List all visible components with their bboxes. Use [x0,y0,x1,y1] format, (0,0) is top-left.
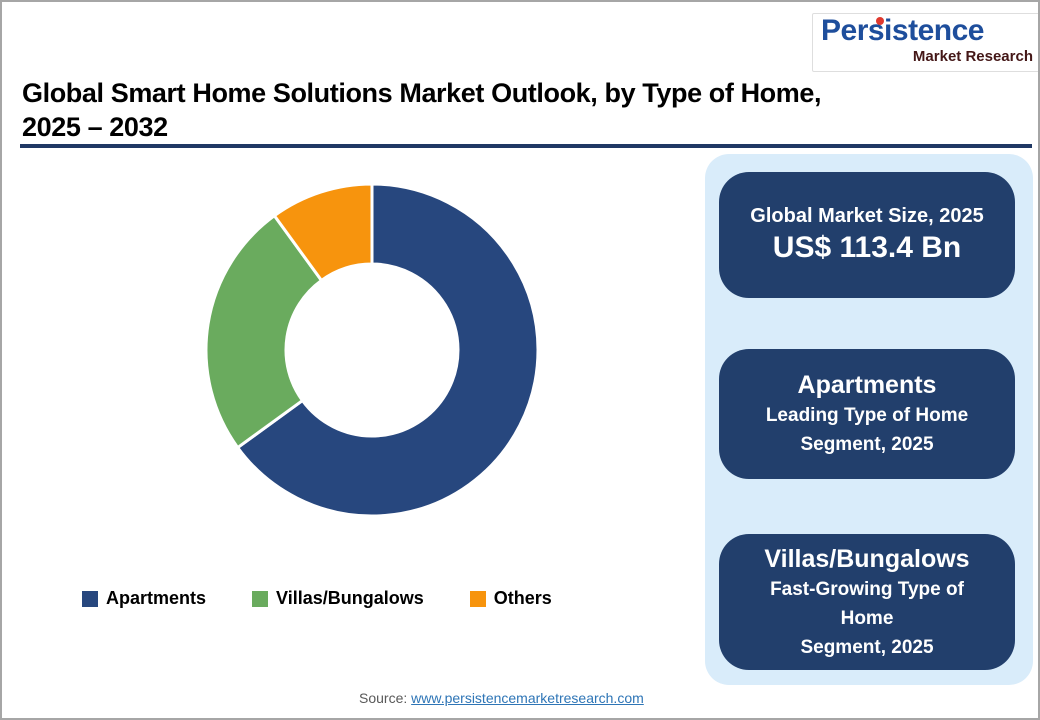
logo-red-dot-icon [876,17,884,25]
info-card-leading-segment: Apartments Leading Type of Home Segment,… [719,349,1015,479]
info-card-fast-growing-segment: Villas/Bungalows Fast-Growing Type of Ho… [719,534,1015,670]
legend-label: Villas/Bungalows [276,588,424,608]
card-subtitle: Fast-Growing Type of Home Segment, 2025 [770,578,964,658]
page-title: Global Smart Home Solutions Market Outlo… [22,78,822,142]
source-link[interactable]: www.persistencemarketresearch.com [411,690,644,706]
chart-legend: Apartments Villas/Bungalows Others [82,588,552,609]
source-label: Source: [359,690,412,706]
title-underline [20,144,1032,148]
card-value: US$ 113.4 Bn [772,231,962,264]
legend-item-apartments: Apartments [82,588,206,609]
legend-swatch-icon [469,590,486,607]
legend-label: Others [493,588,552,608]
legend-item-villas-bungalows: Villas/Bungalows [252,588,424,609]
logo-subtitle-text: Market Research [912,48,1033,65]
legend-swatch-icon [82,590,98,607]
legend-item-others: Others [469,588,552,609]
donut-segment-villas-bungalows [204,213,324,450]
info-panel: Global Market Size, 2025 US$ 113.4 Bn Ap… [705,154,1033,685]
card-subtitle: Leading Type of Home Segment, 2025 [765,405,969,455]
card-title: Apartments [797,371,937,399]
info-card-market-size: Global Market Size, 2025 US$ 113.4 Bn [719,172,1015,298]
donut-chart [204,182,540,518]
legend-swatch-icon [252,590,269,607]
source-line: Source: www.persistencemarketresearch.co… [359,690,644,706]
legend-label: Apartments [106,588,207,608]
donut-segment-apartments [235,182,540,518]
card-title: Global Market Size, 2025 [750,205,984,227]
card-title: Villas/Bungalows [764,544,970,573]
donut-segment-others [272,182,374,283]
pmr-logo: Persistence Market Research [812,13,1038,72]
logo-brand-text: Persistence [821,14,984,47]
